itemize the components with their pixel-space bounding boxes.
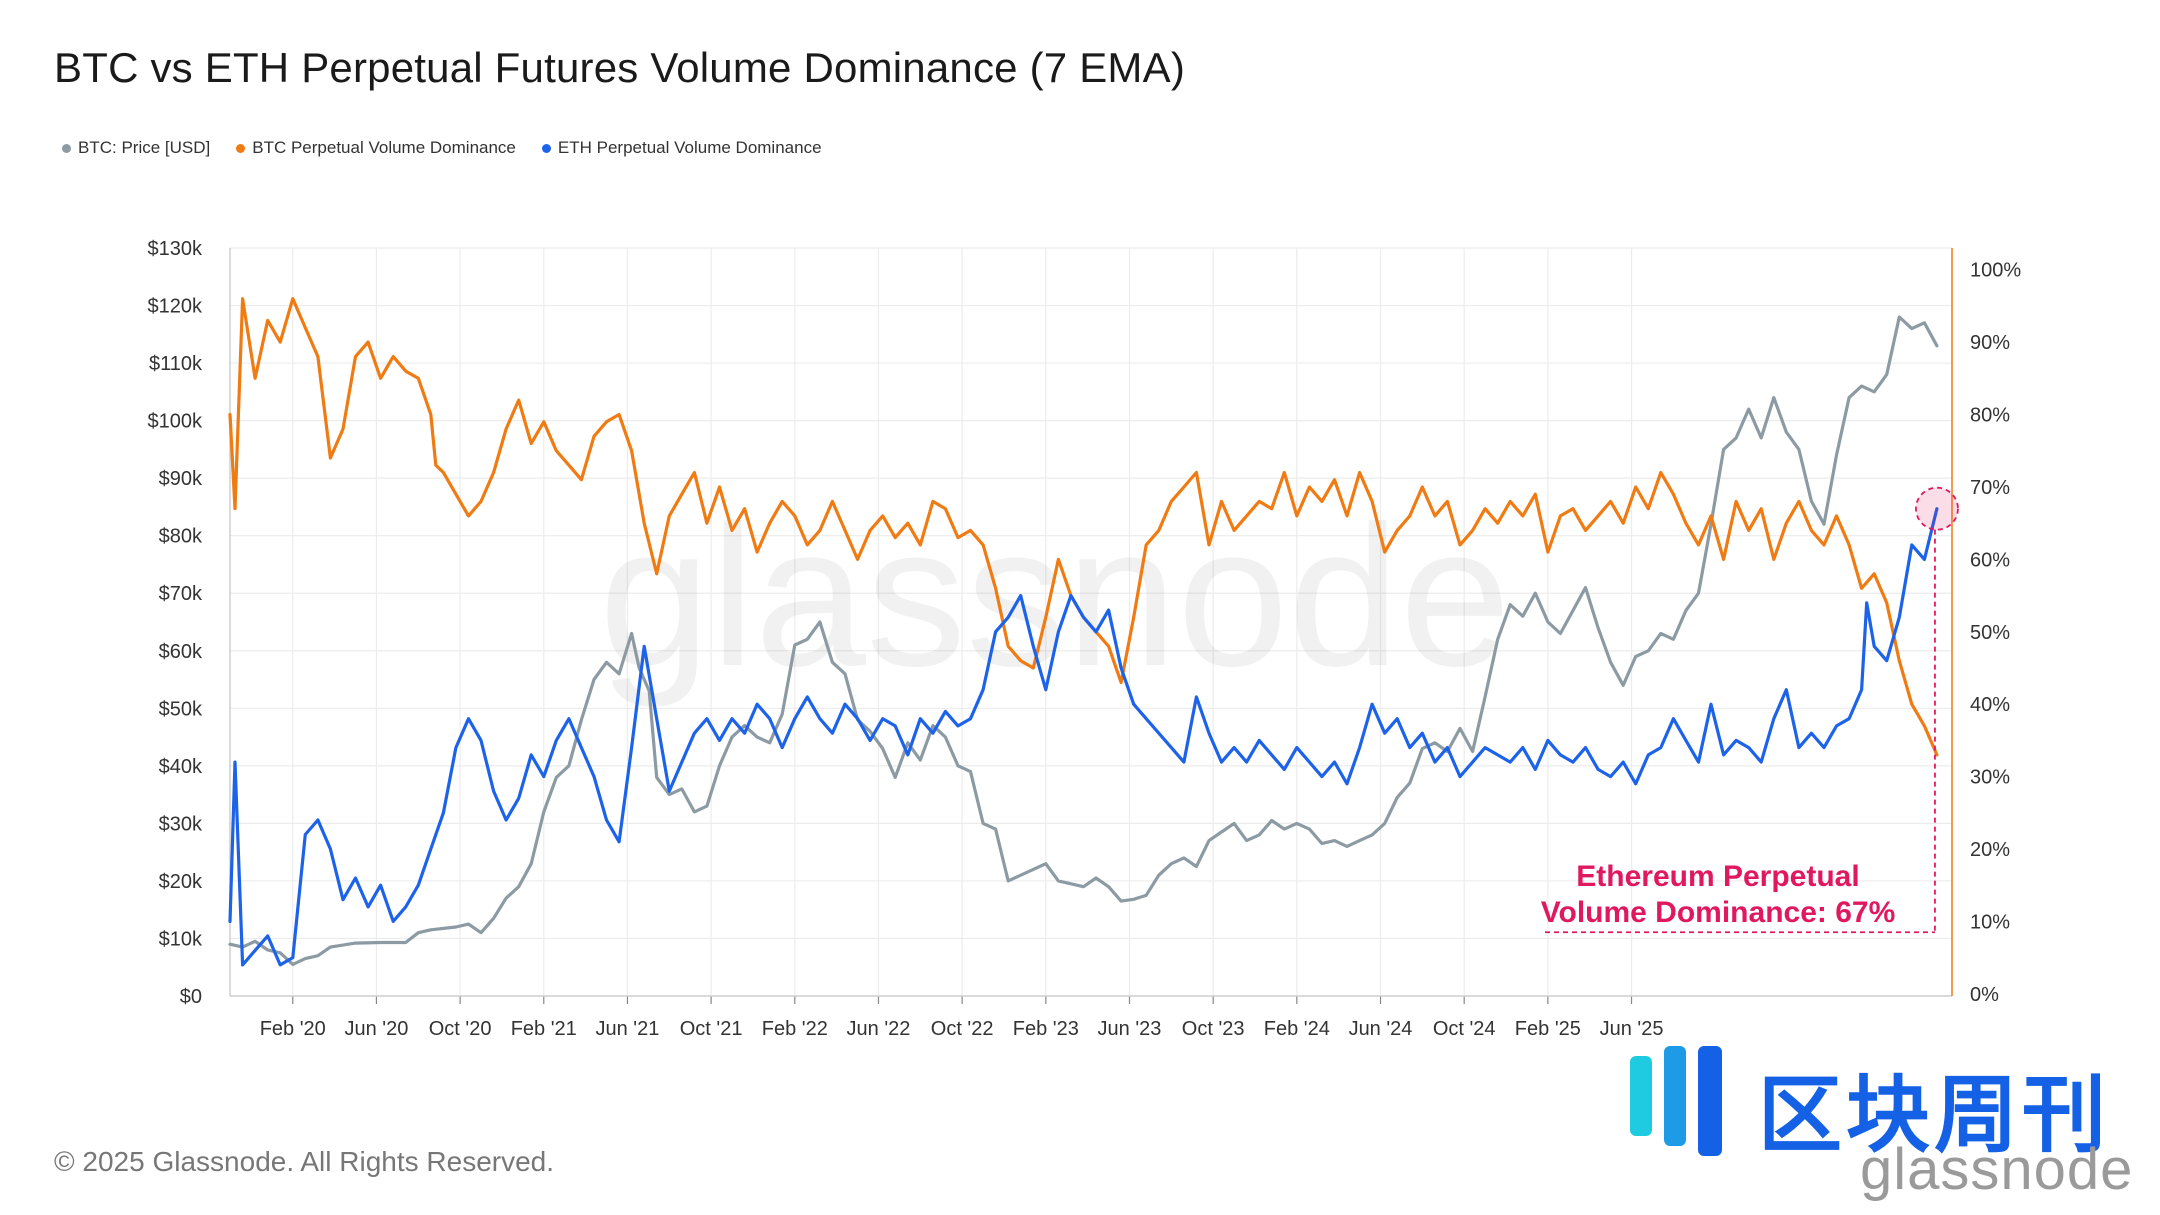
x-tick-label: Jun '25 [1600,1018,1664,1040]
legend-label: ETH Perpetual Volume Dominance [557,138,822,157]
legend-item-btc-dominance[interactable]: BTC Perpetual Volume Dominance [236,138,516,158]
x-tick-label: Oct '22 [931,1018,994,1040]
y-left-tick-label: $70k [159,583,203,605]
legend-dot-icon [236,143,246,153]
y-left-tick-label: $110k [149,353,203,375]
x-tick-label: Feb '20 [260,1018,326,1040]
x-tick-label: Oct '21 [680,1018,743,1040]
legend-label: BTC Perpetual Volume Dominance [252,138,516,157]
y-left-tick-label: $50k [159,698,203,720]
y-right-tick-label: 40% [1970,694,2010,716]
y-left-tick-label: $40k [159,756,203,778]
y-right-tick-label: 30% [1970,767,2010,789]
y-right-tick-label: 0% [1970,984,1999,1006]
series-line-0[interactable] [228,315,1939,966]
legend-dot-icon [541,143,551,153]
y-right-tick-label: 80% [1970,405,2010,427]
y-left-tick-label: $30k [159,813,203,835]
y-left-tick-label: $100k [148,411,203,433]
x-tick-label: Feb '21 [511,1018,577,1040]
grid-lines [230,247,1952,997]
x-tick-label: Jun '22 [847,1018,911,1040]
annotation-label: Ethereum Perpetual [1576,860,1859,893]
x-tick-label: Oct '20 [429,1018,492,1040]
brand-logo: 区块周刊 glassnode [1628,1046,2148,1202]
y-left-tick-label: $10k [159,928,203,950]
legend-label: BTC: Price [USD] [78,138,211,157]
annotation-label: Volume Dominance: 67% [1541,896,1896,929]
highlight-circle[interactable] [1915,486,1959,531]
x-tick-label: Jun '21 [596,1018,660,1040]
y-left-tick-label: $120k [148,296,203,318]
x-tick-label: Feb '25 [1515,1018,1581,1040]
x-tick-label: Jun '24 [1349,1018,1413,1040]
copyright-footer: © 2025 Glassnode. All Rights Reserved. [54,1146,555,1177]
legend-item-btc-price[interactable]: BTC: Price [USD] [62,138,210,158]
y-left-tick-label: $80k [159,526,203,548]
x-tick-label: Jun '20 [344,1018,408,1040]
brand-chinese-text: 区块周刊 [1758,1066,2111,1164]
y-right-tick-label: 100% [1970,260,2021,282]
series-layer [228,297,1939,967]
brand-glassnode-text: glassnode [1860,1137,2134,1202]
y-right-tick-label: 50% [1970,622,2010,644]
y-left-tick-label: $20k [159,871,203,893]
axes: $0 $10k $20k $30k $40k $50k $60k $70k $80k $90k $1… [148,238,2022,1040]
x-tick-label: Jun '23 [1098,1018,1162,1040]
brand-bars-icon [1630,1046,1722,1156]
y-left-tick-label: $130k [148,238,203,260]
legend-item-eth-dominance[interactable]: ETH Perpetual Volume Dominance [541,138,822,158]
page-title: BTC vs ETH Perpetual Futures Volume Domi… [54,44,1186,91]
series-line-2[interactable] [228,507,1939,967]
x-tick-label: Feb '22 [762,1018,828,1040]
x-tick-label: Feb '23 [1013,1018,1079,1040]
y-left-tick-label: $0 [180,986,202,1008]
y-right-tick-label: 90% [1970,332,2010,354]
x-tick-label: Oct '24 [1433,1018,1496,1040]
y-right-tick-label: 60% [1970,549,2010,571]
y-right-tick-label: 10% [1970,911,2010,933]
x-tick-label: Feb '24 [1264,1018,1330,1040]
y-left-tick-label: $60k [159,641,203,663]
y-right-tick-label: 20% [1970,839,2010,861]
legend-dot-icon [62,143,71,153]
y-right-tick-label: 70% [1970,477,2010,499]
y-left-tick-label: $90k [159,468,203,490]
x-tick-label: Oct '23 [1182,1018,1245,1040]
chart-legend: BTC: Price [USD] BTC Perpetual Volume Do… [62,138,822,158]
watermark-text: glassnode [599,485,1511,708]
